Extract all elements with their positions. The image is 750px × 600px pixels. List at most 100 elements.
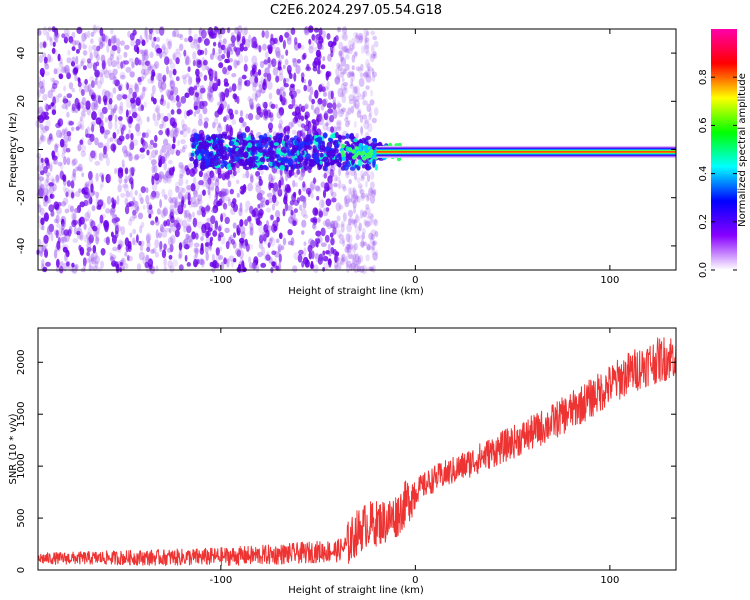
heatmap-cell [86,251,90,257]
heatmap-cell [300,72,305,79]
heatmap-cell [142,141,148,150]
heatmap-cell [333,36,337,46]
heatmap-cell [72,168,76,178]
heatmap-cell [223,257,227,265]
heatmap-cell [352,95,356,102]
heatmap-cell [345,170,350,176]
heatmap-cell [166,143,172,152]
heatmap-cell [261,246,265,256]
heatmap-cell [371,138,377,143]
heatmap-cell [166,102,170,109]
heatmap-cell [168,227,172,234]
heatmap-cell [173,200,177,210]
heatmap-cell [95,236,100,242]
heatmap-cell [350,105,355,114]
heatmap-cell [55,122,61,129]
heatmap-cell [302,195,306,204]
heatmap-cell [42,41,47,48]
heatmap-cell [185,233,190,240]
heatmap-cell [49,162,53,172]
heatmap-cell [169,204,175,213]
heatmap-cell [65,102,69,111]
heatmap-cell [369,151,374,156]
heatmap-cell [209,236,214,242]
heatmap-cell [63,36,68,44]
heatmap-cell [161,230,168,238]
heatmap-cell [62,246,68,253]
heatmap-cell [82,65,87,71]
heatmap-cell [70,190,75,200]
heatmap-cell [134,153,140,160]
heatmap-cell [69,266,75,273]
heatmap-cell [266,192,273,198]
heatmap-cell [320,104,325,111]
heatmap-cell [372,240,378,246]
heatmap-cell [61,236,67,244]
heatmap-cell [287,151,292,157]
heatmap-cell [280,146,287,153]
heatmap-cell [154,216,159,223]
heatmap-cell [240,190,245,195]
heatmap-cell [373,53,378,59]
heatmap-cell [248,113,254,121]
heatmap-cell [232,232,237,239]
x-tick-label: -100 [209,575,232,586]
heatmap-cell [347,47,353,55]
heatmap-cell [208,29,215,39]
heatmap-cell [137,212,144,220]
heatmap-cell [40,217,45,226]
heatmap-cell [320,227,326,237]
heatmap-cell [262,43,267,51]
heatmap-cell [42,266,48,273]
heatmap-cell [155,104,161,114]
heatmap-cell [208,68,214,77]
heatmap-cell [335,105,341,114]
heatmap-cell [183,37,189,43]
heatmap-cell [359,209,364,219]
heatmap-cell [342,26,348,35]
heatmap-cell [107,91,111,97]
heatmap-cell [336,62,341,69]
heatmap-cell [329,232,334,238]
heatmap-cell [240,185,246,191]
heatmap-cell [83,234,90,243]
heatmap-cell [139,49,145,54]
heatmap-cell [130,180,134,190]
heatmap-cell [268,92,273,100]
heatmap-cell [69,37,74,45]
heatmap-cell [87,30,91,39]
heatmap-cell [55,214,60,224]
heatmap-cell [342,237,346,247]
heatmap-cell [277,89,282,97]
heatmap-cell [316,101,321,111]
heatmap-cell [88,89,93,97]
y-tick-label: 1000 [16,453,27,478]
heatmap-cell [352,86,358,97]
heatmap-cell [265,207,271,213]
heatmap-cell [79,119,85,125]
heatmap-cell [228,151,232,157]
heatmap-cell [129,166,136,174]
heatmap-cell [206,217,212,223]
heatmap-cell [192,176,197,186]
heatmap-cell [279,164,286,171]
heatmap-cell [367,193,371,201]
heatmap-cell [370,189,374,195]
heatmap-cell [332,226,337,235]
heatmap-cell [261,201,266,208]
heatmap-cell [353,51,358,58]
heatmap-cell [79,116,83,122]
heatmap-cell [131,237,136,245]
heatmap-cell [174,208,180,216]
heatmap-cell [192,38,198,44]
heatmap-cell [272,187,276,195]
heatmap-cell [175,217,181,227]
heatmap-cell [90,31,95,37]
heatmap-cell [147,144,154,150]
heatmap-cell [158,129,164,136]
heatmap-cell [203,121,209,129]
heatmap-cell [348,243,354,251]
spectrogram-x-label: Height of straight line (km) [288,286,424,297]
heatmap-cell [328,154,335,159]
heatmap-cell [346,223,352,233]
